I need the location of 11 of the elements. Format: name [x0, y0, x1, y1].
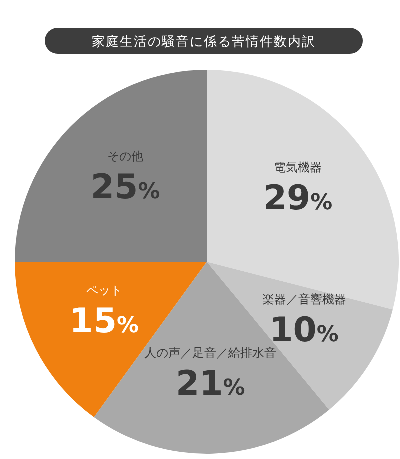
- data-label: 25%: [90, 168, 160, 208]
- slice-label: その他: [108, 150, 144, 164]
- data-label: 15%: [70, 301, 140, 342]
- slice-label: 楽器／音響機器: [262, 292, 346, 307]
- pie-slice: [15, 70, 207, 262]
- chart-title: 家庭生活の騒音に係る苦情件数内訳: [92, 34, 316, 50]
- slice-label: ペット: [86, 283, 122, 298]
- slice-label: 電気機器: [274, 160, 322, 174]
- pie-slice: [207, 70, 399, 310]
- data-label: 21%: [176, 364, 246, 404]
- data-label: 29%: [263, 178, 333, 218]
